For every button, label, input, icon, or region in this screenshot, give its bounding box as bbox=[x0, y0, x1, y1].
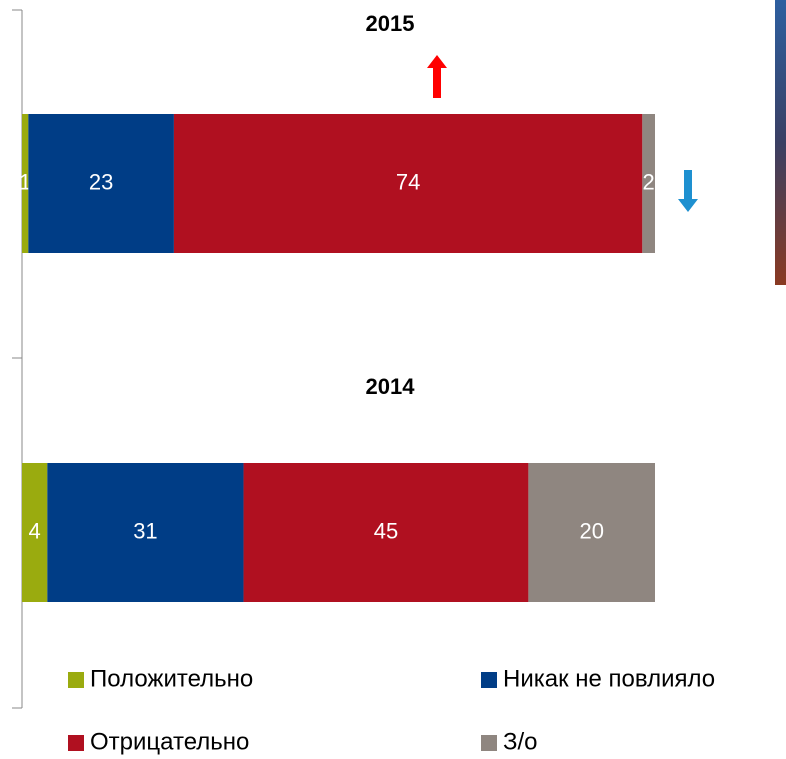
category-label: 2014 bbox=[366, 374, 416, 399]
data-label: 2 bbox=[643, 169, 655, 194]
bar-segment bbox=[22, 114, 29, 253]
category-label: 2015 bbox=[366, 11, 415, 36]
bar-segment bbox=[22, 463, 48, 602]
bar-segment bbox=[243, 463, 529, 602]
data-label: 4 bbox=[29, 518, 41, 543]
legend-label: Никак не повлияло bbox=[503, 665, 715, 692]
bar-segment bbox=[173, 114, 643, 253]
category-axis bbox=[12, 9, 23, 709]
legend-label: Положительно bbox=[90, 665, 253, 692]
legend-swatch bbox=[481, 735, 497, 751]
bar-segment bbox=[28, 114, 174, 253]
down-arrow bbox=[678, 170, 698, 212]
bar-segment bbox=[47, 463, 244, 602]
data-label: 23 bbox=[89, 169, 113, 194]
legend-label: Отрицательно bbox=[90, 728, 249, 755]
data-label: 74 bbox=[396, 169, 420, 194]
data-label: 1 bbox=[19, 169, 31, 194]
photo bbox=[775, 0, 786, 285]
legend-swatch bbox=[68, 672, 84, 688]
bar-segment bbox=[528, 463, 655, 602]
data-label: 20 bbox=[579, 518, 603, 543]
legend-swatch bbox=[481, 672, 497, 688]
bar-segment bbox=[642, 114, 655, 253]
up-arrow bbox=[427, 55, 447, 98]
data-label: 45 bbox=[374, 518, 398, 543]
legend-swatch bbox=[68, 735, 84, 751]
legend-label: З/о bbox=[503, 728, 538, 755]
data-label: 31 bbox=[133, 518, 157, 543]
